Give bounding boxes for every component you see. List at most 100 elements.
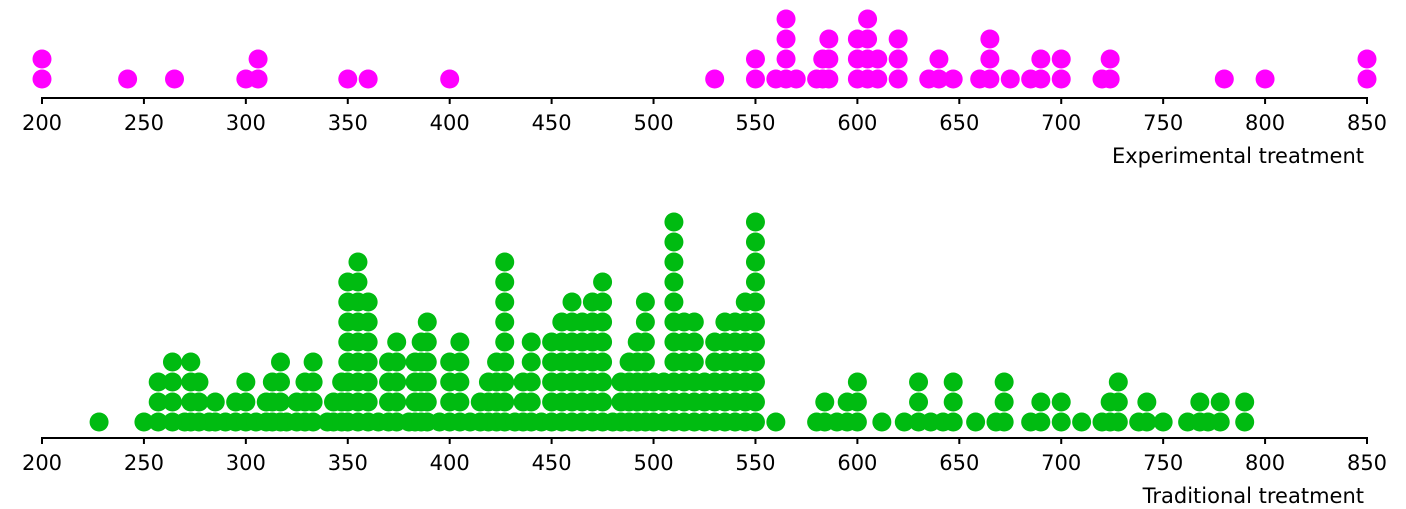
traditional-dot <box>1210 412 1230 432</box>
traditional-dot <box>1108 392 1128 412</box>
experimental-dot <box>868 49 888 69</box>
traditional-dot <box>664 252 684 272</box>
experimental-dot <box>980 29 1000 49</box>
traditional-dot <box>271 372 290 392</box>
experimental-dot <box>248 69 268 89</box>
experimental-dot <box>705 69 725 89</box>
experimental-dot <box>1051 49 1071 69</box>
experimental-dot <box>1100 49 1120 69</box>
traditional-dot <box>417 372 437 392</box>
traditional-dot <box>745 252 765 272</box>
traditional-dot <box>1235 392 1255 412</box>
traditional-tick-label: 300 <box>226 451 266 475</box>
traditional-dot <box>1190 392 1210 412</box>
traditional-tick-label: 750 <box>1143 451 1183 475</box>
experimental-dot <box>929 69 949 89</box>
traditional-tick-label: 350 <box>328 451 368 475</box>
traditional-dot <box>966 412 986 432</box>
traditional-dot <box>303 392 323 412</box>
traditional-dot <box>495 332 515 352</box>
traditional-dot <box>521 392 541 412</box>
experimental-panel: 200 250 300 350 400 450 500 550 600 650 700 750 800 8… <box>22 9 1387 168</box>
traditional-dot <box>236 372 256 392</box>
traditional-dot <box>148 412 168 432</box>
traditional-dot <box>593 332 613 352</box>
traditional-tick-label: 450 <box>532 451 572 475</box>
traditional-dot <box>593 272 613 292</box>
traditional-dot <box>909 392 929 412</box>
traditional-dot <box>162 392 182 412</box>
traditional-dot <box>815 392 835 412</box>
traditional-dot <box>1137 412 1157 432</box>
experimental-dot <box>868 69 888 89</box>
traditional-dot <box>181 352 201 372</box>
experimental-dot <box>980 49 1000 69</box>
experimental-tick-label: 450 <box>532 111 572 135</box>
traditional-dot <box>450 372 470 392</box>
traditional-dot <box>745 212 765 232</box>
traditional-dot <box>745 372 765 392</box>
experimental-tick-label: 600 <box>837 111 877 135</box>
traditional-dot <box>745 272 765 292</box>
traditional-dot <box>664 272 684 292</box>
experimental-dot <box>1357 69 1377 89</box>
traditional-dot <box>236 392 256 412</box>
experimental-dot <box>776 9 796 29</box>
experimental-dot <box>1031 49 1051 69</box>
experimental-dot <box>338 69 358 89</box>
traditional-dot <box>148 372 168 392</box>
experimental-dot <box>888 29 908 49</box>
traditional-axis-title: Traditional treatment <box>1142 484 1364 508</box>
traditional-dot <box>684 352 704 372</box>
experimental-tick-label: 850 <box>1347 111 1387 135</box>
experimental-dot <box>858 29 878 49</box>
traditional-dot <box>664 292 684 312</box>
experimental-dot <box>1214 69 1234 89</box>
experimental-dot <box>1051 69 1071 89</box>
traditional-dot <box>417 352 437 372</box>
traditional-dot <box>745 332 765 352</box>
traditional-tick-label: 400 <box>430 451 470 475</box>
experimental-dot <box>929 49 949 69</box>
traditional-dot <box>745 392 765 412</box>
traditional-dot <box>495 252 515 272</box>
traditional-dot <box>348 252 368 272</box>
experimental-dot <box>1357 49 1377 69</box>
experimental-tick-label: 800 <box>1245 111 1285 135</box>
traditional-dot <box>1031 392 1051 412</box>
experimental-dot <box>858 9 878 29</box>
traditional-dot <box>994 412 1014 432</box>
experimental-dot <box>819 69 839 89</box>
traditional-dot <box>593 392 613 412</box>
experimental-tick-label: 750 <box>1143 111 1183 135</box>
traditional-dot <box>593 292 613 312</box>
experimental-dot <box>1031 69 1051 89</box>
traditional-dot <box>562 292 582 312</box>
traditional-dot <box>766 412 786 432</box>
traditional-dot <box>387 392 407 412</box>
experimental-tick-label: 300 <box>226 111 266 135</box>
experimental-tick-label: 350 <box>328 111 368 135</box>
experimental-tick-label: 700 <box>1041 111 1081 135</box>
experimental-dot <box>1255 69 1275 89</box>
experimental-dot <box>118 69 138 89</box>
traditional-dot <box>450 392 470 412</box>
traditional-dot <box>664 232 684 252</box>
experimental-dot <box>819 29 839 49</box>
traditional-dot <box>495 272 515 292</box>
traditional-dot <box>521 372 541 392</box>
traditional-dot <box>1210 392 1230 412</box>
traditional-dot <box>162 372 182 392</box>
experimental-dot <box>358 69 378 89</box>
traditional-dot <box>189 372 209 392</box>
traditional-dot <box>1051 392 1071 412</box>
traditional-dot <box>387 332 407 352</box>
traditional-dot <box>593 312 613 332</box>
traditional-dot <box>994 392 1014 412</box>
traditional-dot <box>745 352 765 372</box>
traditional-dot <box>593 352 613 372</box>
traditional-dot <box>495 312 515 332</box>
experimental-tick-label: 200 <box>22 111 62 135</box>
traditional-dot <box>943 412 963 432</box>
traditional-dot <box>1108 412 1128 432</box>
